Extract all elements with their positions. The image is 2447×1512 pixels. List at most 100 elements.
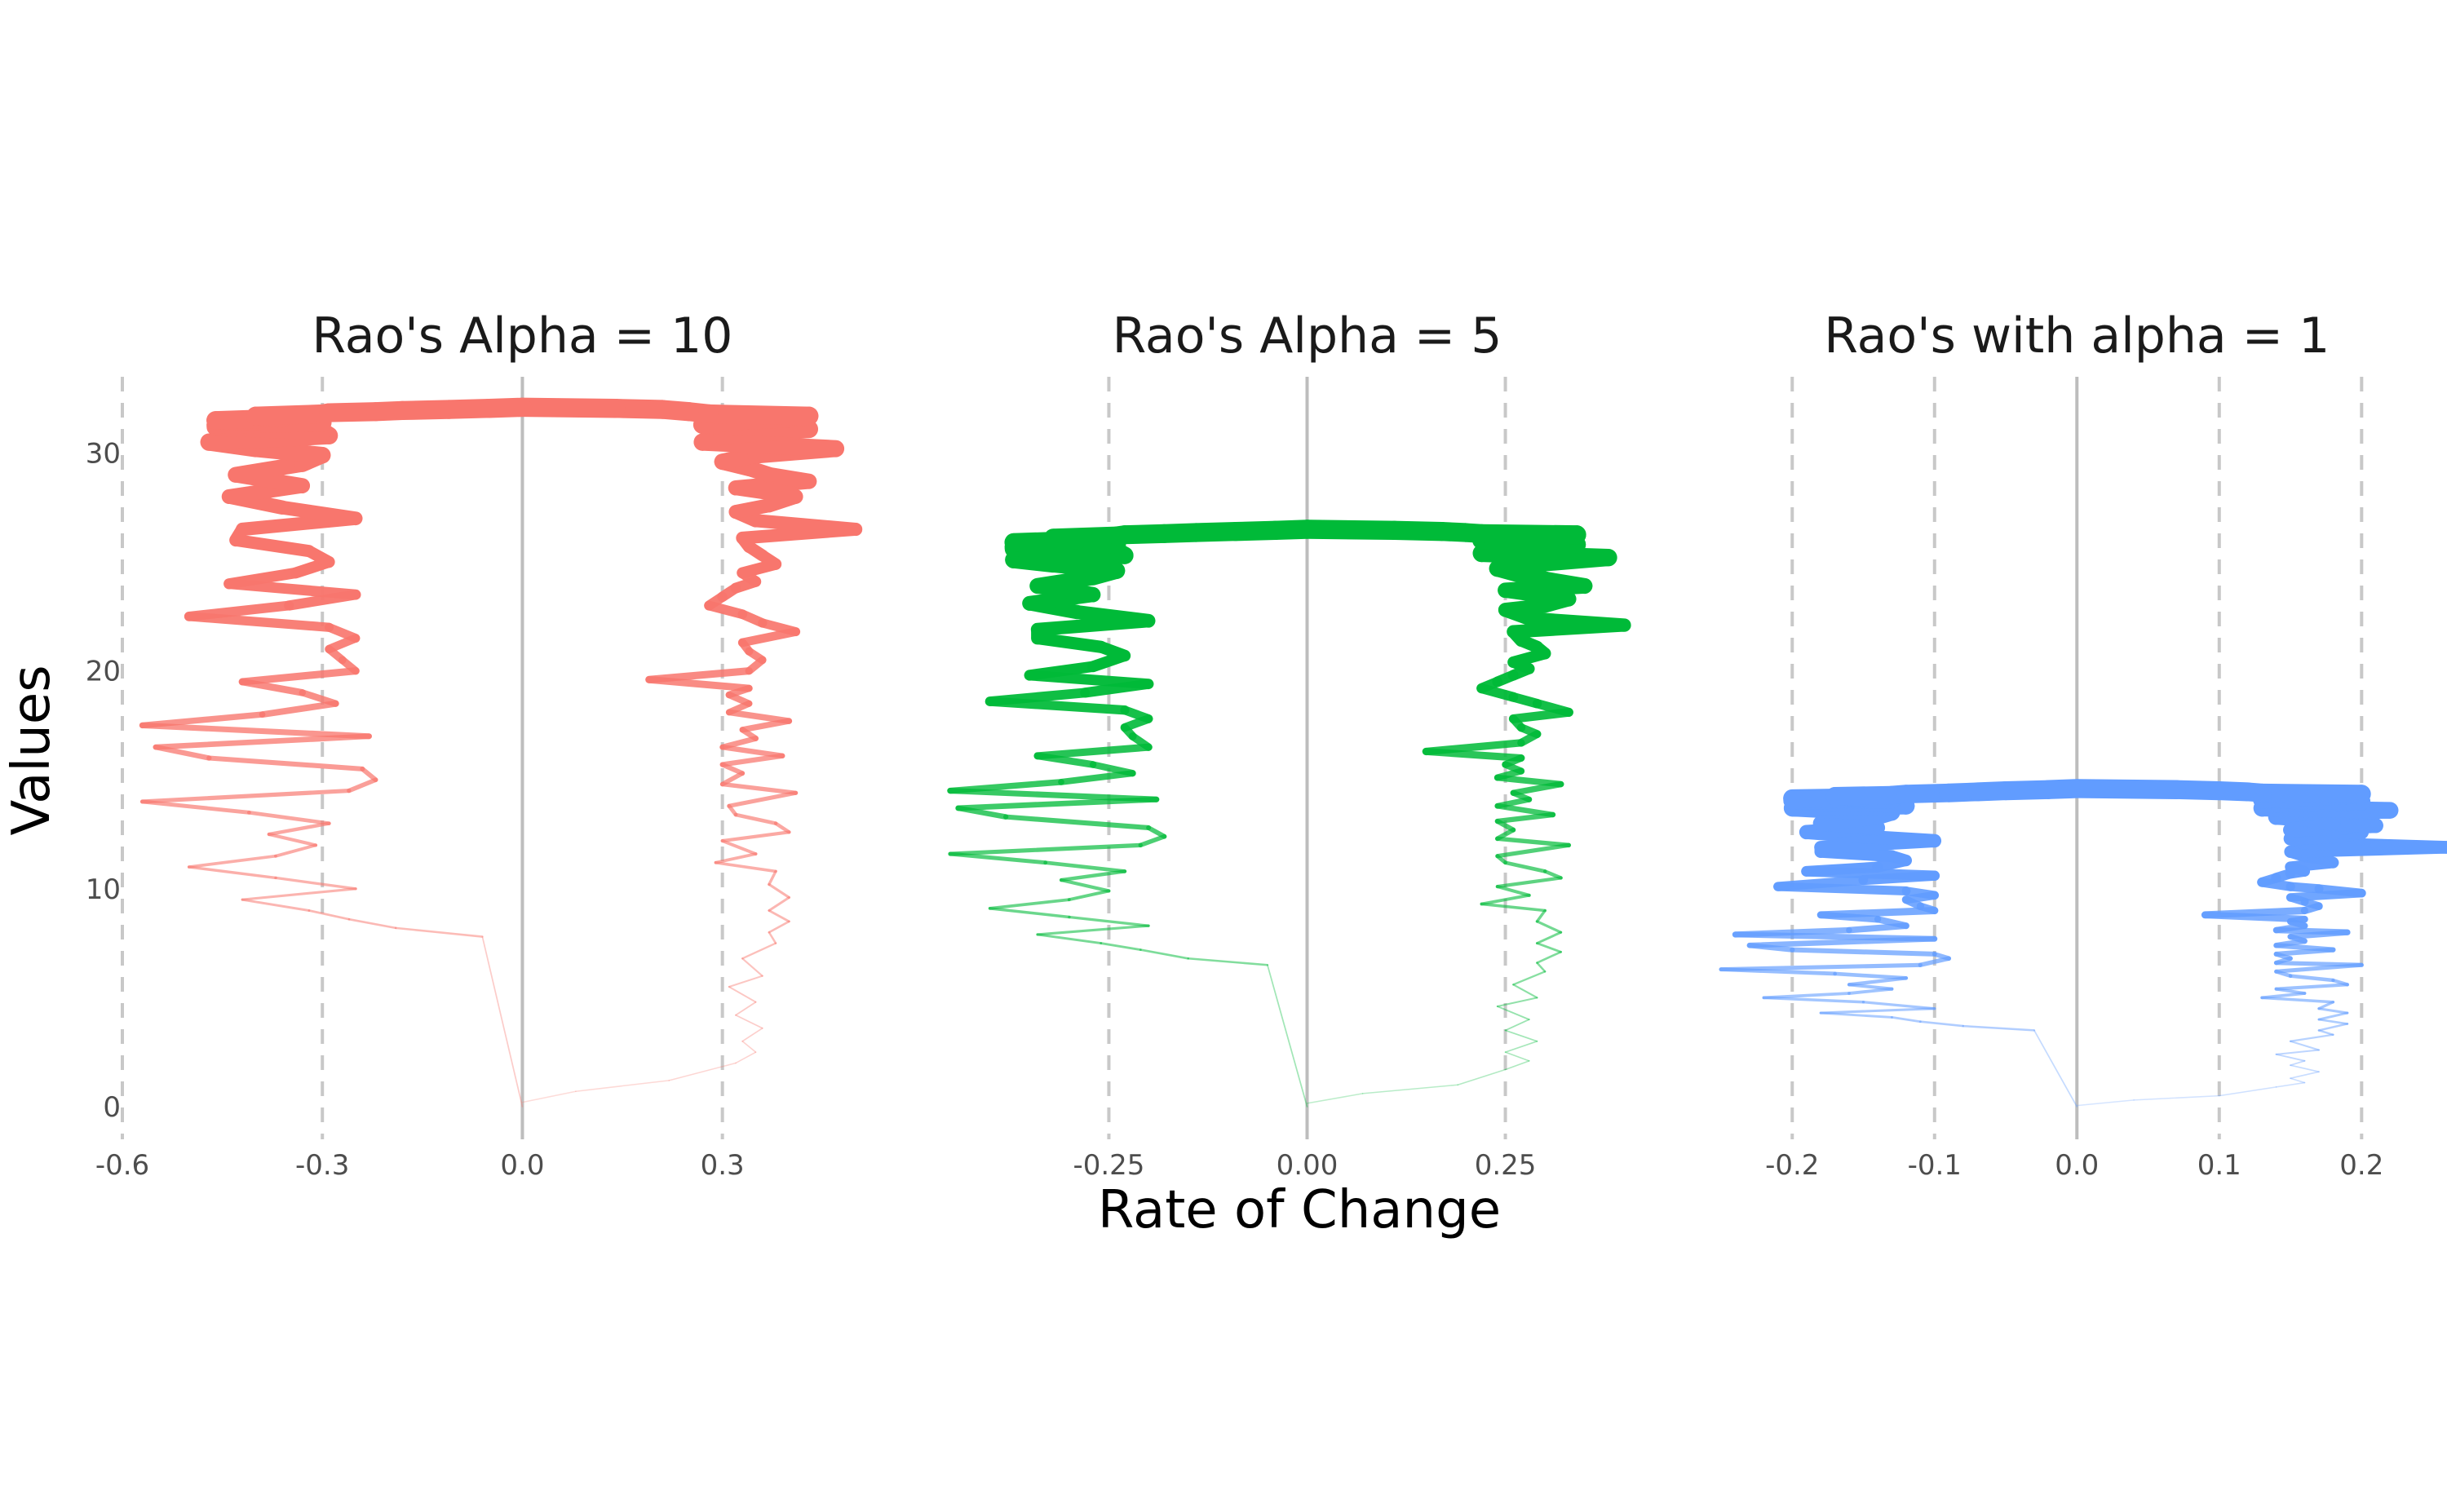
series-segment <box>719 736 759 750</box>
series-segment <box>1931 952 1952 962</box>
series-segment <box>1146 825 1167 839</box>
series-segment <box>1494 802 1556 818</box>
series-segment <box>2317 1018 2349 1025</box>
series-segment <box>512 397 626 418</box>
series-segment <box>1536 942 1563 953</box>
series-segment <box>714 852 758 864</box>
series-segment <box>1024 661 1099 681</box>
series-segment <box>1267 964 1308 1107</box>
series-segment <box>139 711 266 729</box>
series-segment <box>1825 785 1901 806</box>
series-segment <box>735 1014 763 1029</box>
series-segment <box>1504 1060 1530 1071</box>
series-segment <box>1480 893 1531 906</box>
series-segment <box>733 812 778 825</box>
series-segment <box>2290 1071 2320 1080</box>
series-segment <box>521 1090 577 1103</box>
series-segment <box>1495 876 1563 889</box>
y-tick-label: 10 <box>86 873 121 906</box>
series-segment <box>1535 909 1547 923</box>
series-segment <box>2314 884 2366 898</box>
series-segment <box>741 1040 757 1053</box>
series-segment <box>275 500 363 526</box>
y-tick-label: 0 <box>103 1091 121 1124</box>
series-segment <box>1532 699 1573 718</box>
series-segment <box>1139 948 1190 960</box>
series-line <box>139 397 533 1107</box>
series-segment <box>2317 1023 2349 1032</box>
series-segment <box>2317 1007 2349 1015</box>
series-segment <box>1495 885 1531 897</box>
series-segment <box>274 843 317 858</box>
series-segment <box>2252 783 2371 803</box>
series-segment <box>1306 1093 1364 1104</box>
series-line <box>1719 779 2086 1107</box>
x-tick-label: 0.0 <box>500 1149 544 1182</box>
series-segment <box>1036 933 1103 945</box>
x-tick-label: 0.00 <box>1277 1149 1339 1182</box>
series-segment <box>1856 829 1942 848</box>
series-segment <box>2317 1011 2349 1021</box>
x-tick-label: -0.25 <box>1073 1149 1144 1182</box>
series-segment <box>228 456 311 483</box>
series-segment <box>1542 869 1563 880</box>
series-segment <box>1512 970 1547 986</box>
series-segment <box>1494 827 1516 842</box>
y-tick-label: 30 <box>86 438 121 471</box>
x-tick-label: 0.0 <box>2055 1149 2099 1182</box>
series-segment <box>1536 962 1547 973</box>
series-segment <box>768 920 790 934</box>
series-segment <box>1265 519 1317 541</box>
x-tick-label: -0.2 <box>1765 1149 1819 1182</box>
series-segment <box>1536 950 1562 964</box>
series-segment <box>1504 1040 1538 1053</box>
series-segment <box>1861 1001 1936 1010</box>
series-segment <box>1480 902 1547 913</box>
series-segment <box>1495 836 1572 848</box>
series-segment <box>1187 957 1269 966</box>
series-segment <box>140 799 251 815</box>
series-segment <box>394 926 484 938</box>
series-segment <box>719 744 785 759</box>
series-segment <box>246 404 332 426</box>
series-segment <box>1029 569 1101 595</box>
series-segment <box>2201 907 2308 919</box>
series-segment <box>1762 992 1851 1000</box>
series-segment <box>1089 761 1136 777</box>
chart-panel-1: Rao's Alpha = 10 -0.6 -0.3 0.0 0.3 <box>95 307 863 1182</box>
series-segment <box>768 931 777 944</box>
series-segment <box>1457 1068 1507 1085</box>
series-segment <box>299 689 339 707</box>
series-segment <box>2331 978 2349 987</box>
series-segment <box>2289 1033 2334 1042</box>
series-segment <box>1762 996 1865 1004</box>
series-segment <box>768 909 790 923</box>
series-segment <box>1496 1006 1530 1021</box>
panel-title: Rao's with alpha = 1 <box>1824 307 2330 365</box>
series-segment <box>735 1001 757 1016</box>
series-segment <box>768 896 790 912</box>
x-tick-label: -0.3 <box>295 1149 349 1182</box>
series-segment <box>719 771 746 787</box>
series-segment <box>223 567 302 590</box>
series-segment <box>2288 974 2335 983</box>
series-segment <box>2076 1099 2135 1107</box>
series-segment <box>1918 1020 1964 1028</box>
series-segment <box>2290 1064 2320 1073</box>
series-segment <box>324 622 361 643</box>
series-segment <box>274 876 357 891</box>
series-segment <box>2290 1059 2306 1067</box>
series-segment <box>1043 860 1127 873</box>
x-tick-label: -0.1 <box>1908 1149 1962 1182</box>
series-segment <box>1891 1016 1922 1023</box>
series-segment <box>1495 842 1571 859</box>
series-segment <box>728 975 763 988</box>
x-tick-label: -0.6 <box>95 1149 149 1182</box>
x-axis-title: Rate of Change <box>1098 1180 1501 1240</box>
series-segment <box>2273 960 2364 967</box>
series-segment <box>758 618 801 637</box>
series-segment <box>246 810 331 825</box>
series-segment <box>720 839 758 856</box>
series-segment <box>347 917 397 930</box>
